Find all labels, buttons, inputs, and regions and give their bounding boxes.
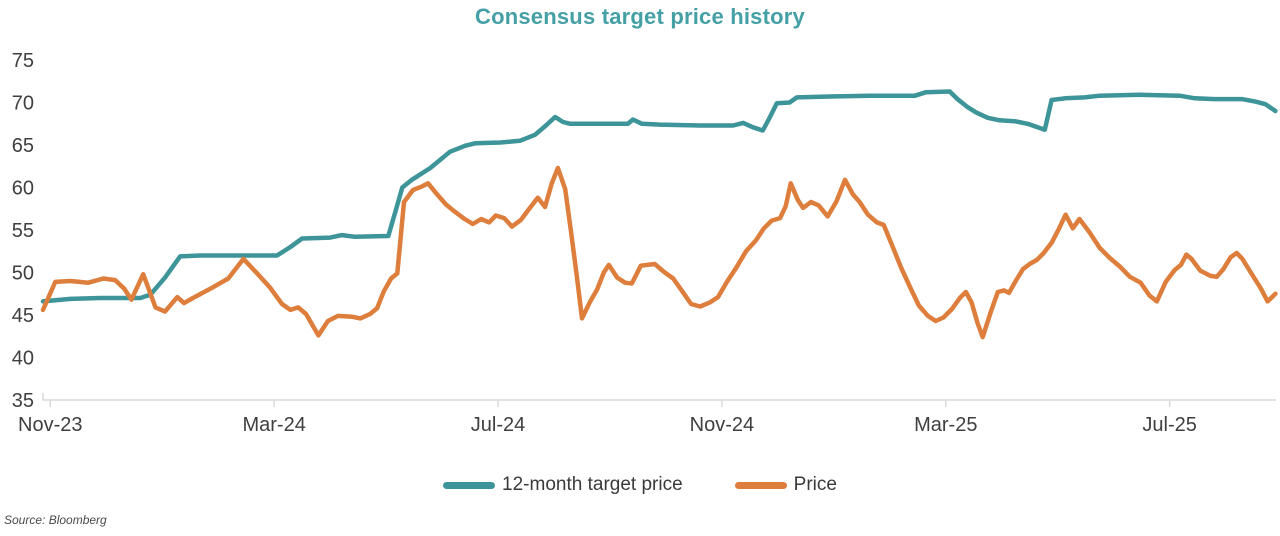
- legend-item-target-price: 12-month target price: [443, 474, 683, 496]
- chart-title: Consensus target price history: [475, 4, 805, 29]
- y-axis-label: 55: [12, 220, 34, 242]
- price-line: [40, 165, 1278, 340]
- target-price-line: [40, 89, 1278, 304]
- x-axis-label: Mar-25: [914, 414, 977, 436]
- x-axis-label: Jul-24: [471, 414, 525, 436]
- price-legend-label: Price: [793, 474, 837, 495]
- y-axis-label: 60: [12, 178, 34, 200]
- y-axis-label: 50: [12, 263, 34, 285]
- y-axis-label: 70: [12, 93, 34, 115]
- source-caption: Source: Bloomberg: [4, 513, 107, 527]
- x-axis-label: Nov-24: [690, 414, 754, 436]
- target-price-legend-swatch-icon: [443, 481, 496, 489]
- price-legend-swatch-icon: [734, 481, 787, 489]
- y-axis-label: 75: [12, 50, 34, 72]
- legend: 12-month target price Price: [0, 474, 1280, 496]
- y-axis-label: 40: [12, 348, 34, 370]
- y-axis-label: 45: [12, 305, 34, 327]
- target-price-legend-label: 12-month target price: [502, 474, 683, 495]
- x-axis-label: Nov-23: [18, 414, 82, 436]
- legend-item-price: Price: [734, 474, 837, 496]
- y-axis-label: 65: [12, 135, 34, 157]
- x-axis-label: Mar-24: [242, 414, 305, 436]
- x-axis-label: Jul-25: [1142, 414, 1196, 436]
- x-axis-line: [42, 393, 1276, 401]
- y-axis-label: 35: [12, 390, 34, 412]
